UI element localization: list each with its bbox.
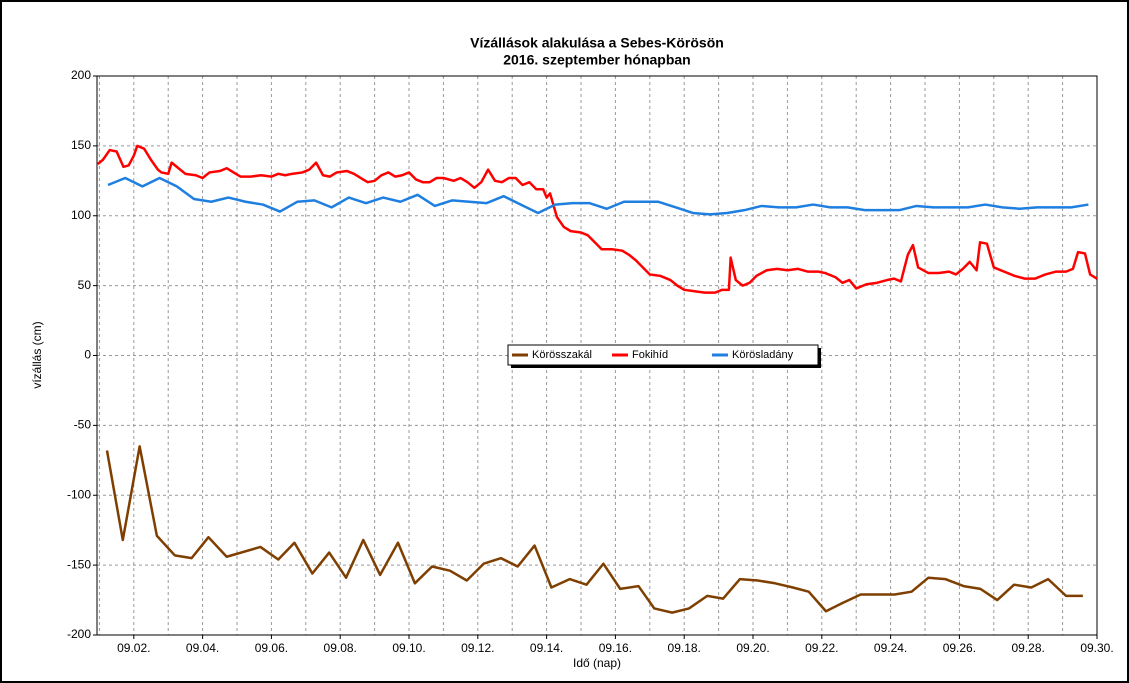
legend <box>507 344 819 366</box>
chart-title: Vízállások alakulása a Sebes-Körösön <box>470 35 724 51</box>
x-tick-label: 09.28. <box>1012 641 1045 655</box>
y-tick-label: -50 <box>74 418 92 432</box>
y-tick-label: 200 <box>71 68 91 82</box>
x-tick-label: 09.14. <box>530 641 563 655</box>
series-line <box>105 445 1083 614</box>
chart-subtitle: 2016. szeptember hónapban <box>503 52 691 68</box>
y-axis-label: vízállás (cm) <box>30 321 44 388</box>
x-axis-label: Idő (nap) <box>573 656 621 670</box>
legend-label: Fokihíd <box>632 349 668 361</box>
plot-area <box>96 75 1098 636</box>
series-line <box>96 144 1098 294</box>
legend-label: Körösszakál <box>532 349 592 361</box>
x-tick-label: 09.18. <box>668 641 701 655</box>
series-line <box>107 176 1089 216</box>
x-tick-label: 09.30. <box>1080 641 1113 655</box>
x-tick-label: 09.12. <box>461 641 494 655</box>
x-tick-label: 09.06. <box>255 641 288 655</box>
y-tick-label: -150 <box>67 557 91 571</box>
y-tick-label: -200 <box>67 627 91 641</box>
x-tick-label: 09.26. <box>943 641 976 655</box>
x-tick-label: 09.08. <box>324 641 357 655</box>
x-tick-label: 09.24. <box>874 641 907 655</box>
y-tick-label: -100 <box>67 487 91 501</box>
y-tick-label: 150 <box>71 138 91 152</box>
y-tick-label: 50 <box>78 278 92 292</box>
legend-label: Körösladány <box>732 349 794 361</box>
x-tick-label: 09.02. <box>117 641 150 655</box>
x-tick-label: 09.10. <box>392 641 425 655</box>
y-tick-label: 100 <box>71 208 91 222</box>
x-tick-label: 09.22. <box>805 641 838 655</box>
y-tick-label: 0 <box>84 348 91 362</box>
x-tick-label: 09.20. <box>736 641 769 655</box>
x-tick-label: 09.16. <box>599 641 632 655</box>
x-tick-label: 09.04. <box>186 641 219 655</box>
